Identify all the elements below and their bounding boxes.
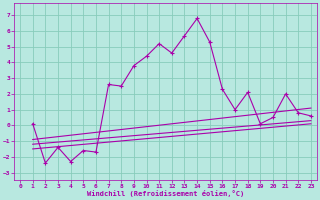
X-axis label: Windchill (Refroidissement éolien,°C): Windchill (Refroidissement éolien,°C) (87, 190, 244, 197)
